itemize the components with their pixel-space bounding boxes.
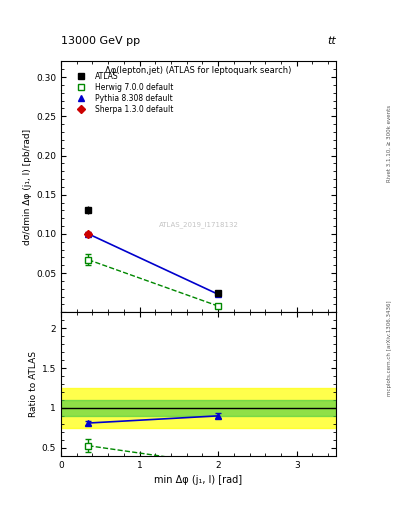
Y-axis label: Ratio to ATLAS: Ratio to ATLAS — [29, 351, 37, 417]
Legend: ATLAS, Herwig 7.0.0 default, Pythia 8.308 default, Sherpa 1.3.0 default: ATLAS, Herwig 7.0.0 default, Pythia 8.30… — [70, 70, 174, 115]
Pythia 8.308 default — [216, 291, 220, 297]
Herwig 7.0.0 default — [86, 257, 91, 263]
Text: Rivet 3.1.10, ≥ 300k events: Rivet 3.1.10, ≥ 300k events — [387, 105, 392, 182]
Text: tt: tt — [327, 35, 336, 46]
Pythia 8.308 default — [86, 231, 91, 237]
Line: Herwig 7.0.0 default: Herwig 7.0.0 default — [85, 257, 222, 310]
Text: ATLAS_2019_I1718132: ATLAS_2019_I1718132 — [158, 221, 239, 228]
ATLAS — [216, 290, 220, 296]
Bar — [61, 400, 336, 416]
ATLAS — [86, 207, 91, 214]
Line: Pythia 8.308 default: Pythia 8.308 default — [85, 230, 222, 298]
Herwig 7.0.0 default — [216, 303, 220, 309]
Bar — [61, 388, 336, 428]
Text: 13000 GeV pp: 13000 GeV pp — [61, 35, 140, 46]
Text: mcplots.cern.ch [arXiv:1306.3436]: mcplots.cern.ch [arXiv:1306.3436] — [387, 301, 392, 396]
Y-axis label: dσ/dmin Δφ (j₁, l) [pb/rad]: dσ/dmin Δφ (j₁, l) [pb/rad] — [23, 129, 32, 245]
Text: Δφ(lepton,jet) (ATLAS for leptoquark search): Δφ(lepton,jet) (ATLAS for leptoquark sea… — [105, 67, 292, 75]
X-axis label: min Δφ (j₁, l) [rad]: min Δφ (j₁, l) [rad] — [154, 475, 242, 485]
Line: ATLAS: ATLAS — [85, 207, 222, 296]
